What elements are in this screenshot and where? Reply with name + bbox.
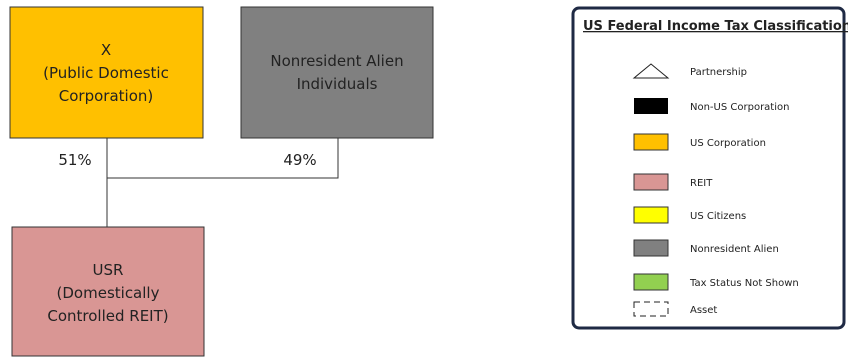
legend-label: US Citizens — [690, 211, 746, 222]
node-box — [9, 6, 204, 139]
legend-label: Non-US Corporation — [690, 102, 789, 113]
legend-label: Asset — [690, 305, 717, 316]
connector — [106, 138, 339, 179]
legend-swatch — [633, 173, 669, 191]
node-label: Controlled REIT) — [47, 307, 168, 325]
node-label: Individuals — [297, 75, 378, 93]
edge-label: 49% — [283, 151, 316, 169]
legend-swatch — [633, 133, 669, 151]
legend-label: Nonresident Alien — [690, 244, 779, 255]
legend-swatch — [634, 98, 668, 114]
node-label: X — [101, 41, 111, 59]
legend-swatch — [632, 63, 670, 79]
legend-label: US Corporation — [690, 138, 766, 149]
node-label: Nonresident Alien — [270, 52, 403, 70]
legend-swatch — [633, 273, 669, 291]
node-box — [240, 6, 434, 139]
legend-label: Partnership — [690, 67, 747, 78]
legend-swatch — [633, 239, 669, 257]
node-label: (Public Domestic — [43, 64, 169, 82]
legend-swatch — [633, 301, 669, 317]
legend-title: US Federal Income Tax Classification — [583, 19, 848, 34]
legend-label: REIT — [690, 178, 713, 189]
node-label: Corporation) — [59, 87, 153, 105]
legend-label: Tax Status Not Shown — [689, 278, 799, 289]
node-label: (Domestically — [57, 284, 160, 302]
legend-swatch — [633, 206, 669, 224]
edge-label: 51% — [58, 151, 91, 169]
node-box — [11, 226, 205, 357]
node-label: USR — [93, 261, 124, 279]
